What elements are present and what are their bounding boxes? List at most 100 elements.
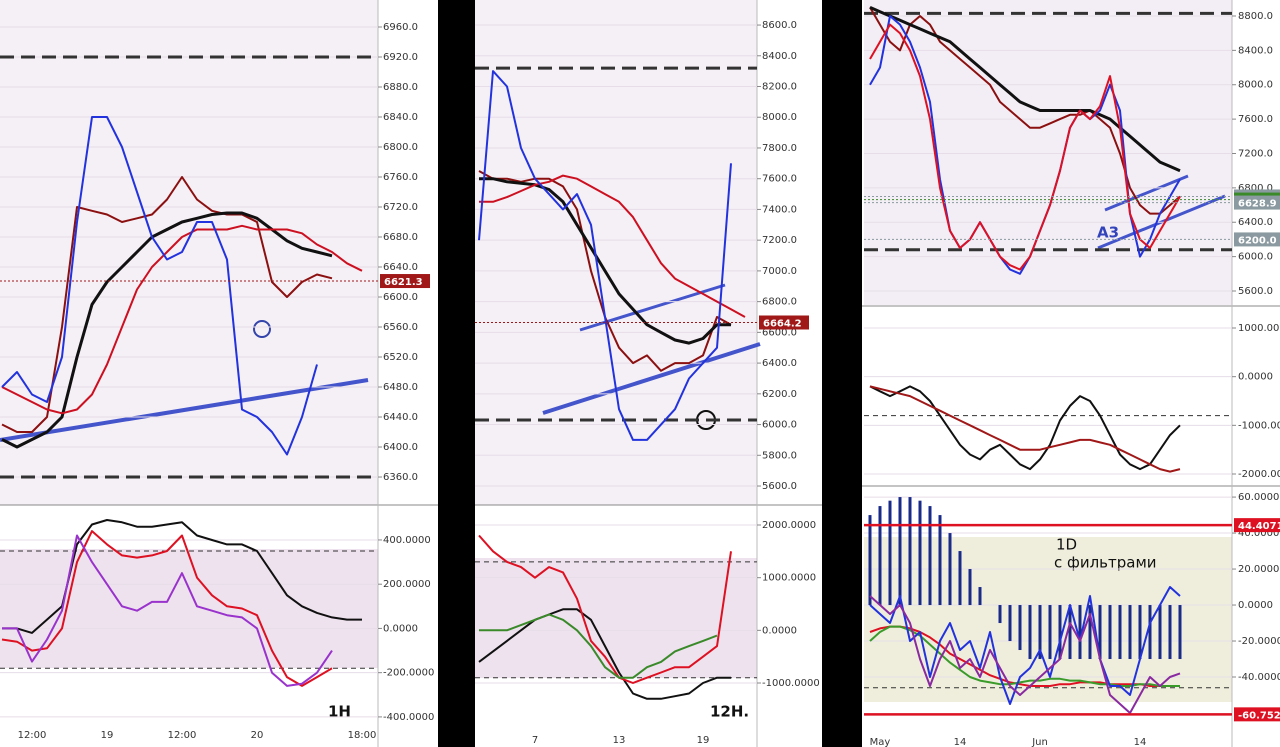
histogram-bar bbox=[1068, 605, 1072, 660]
y-tick-label: 8000.0 bbox=[1238, 80, 1273, 91]
histogram-bar bbox=[968, 569, 972, 606]
series-line bbox=[479, 177, 731, 345]
y-tick-label: 8400.0 bbox=[1238, 45, 1273, 56]
x-tick-label: 7 bbox=[532, 735, 538, 746]
histogram-bar bbox=[878, 506, 882, 606]
y-tick-label: 7200.0 bbox=[762, 235, 797, 246]
y-tick-label: 0.0000 bbox=[383, 623, 418, 634]
trend-line bbox=[1104, 174, 1189, 212]
panel-label: 12H. bbox=[710, 703, 749, 721]
x-tick-label: 18:00 bbox=[348, 730, 377, 741]
price-tag-label: 6200.0 bbox=[1238, 235, 1277, 246]
histogram-bar bbox=[1028, 605, 1032, 660]
y-tick-label: 2000.0000 bbox=[762, 520, 816, 531]
y-tick-label: 7200.0 bbox=[1238, 148, 1273, 159]
histogram-bar bbox=[948, 533, 952, 606]
plot-bg bbox=[475, 0, 757, 505]
histogram-bar bbox=[898, 497, 902, 606]
panel-label: 1H bbox=[328, 703, 351, 721]
y-tick-label: 7600.0 bbox=[762, 174, 797, 185]
y-tick-label: 6440.0 bbox=[383, 412, 418, 423]
y-tick-label: 6000.0 bbox=[762, 420, 797, 431]
histogram-bar bbox=[1108, 605, 1112, 660]
x-tick-label: 19 bbox=[101, 730, 114, 741]
y-tick-label: 7600.0 bbox=[1238, 114, 1273, 125]
y-tick-label: 0.0000 bbox=[1238, 600, 1273, 611]
histogram-bar bbox=[1088, 605, 1092, 660]
histogram-bar bbox=[868, 515, 872, 606]
y-tick-label: 7000.0 bbox=[762, 266, 797, 277]
y-tick-label: 200.0000 bbox=[383, 579, 431, 590]
series-line bbox=[869, 6, 1181, 173]
series-line bbox=[869, 595, 1181, 714]
histogram-bar bbox=[1168, 605, 1172, 660]
y-tick-label: 6400.0 bbox=[762, 358, 797, 369]
y-tick-label: 6920.0 bbox=[383, 52, 418, 63]
histogram-bar bbox=[1038, 605, 1042, 660]
x-tick-label: May bbox=[870, 737, 891, 747]
histogram-bar bbox=[1158, 605, 1162, 660]
y-tick-label: 6400.0 bbox=[1238, 217, 1273, 228]
x-tick-label: 14 bbox=[954, 737, 967, 747]
x-tick-label: 13 bbox=[613, 735, 626, 746]
series-line bbox=[479, 174, 746, 318]
y-tick-label: 8800.0 bbox=[1238, 11, 1273, 22]
price-tag-label: 6664.2 bbox=[763, 318, 802, 329]
histogram-bar bbox=[1178, 605, 1182, 660]
series-line bbox=[869, 385, 1181, 473]
annotation: с фильтрами bbox=[1054, 554, 1157, 572]
y-tick-label: 40.0000 bbox=[1238, 528, 1279, 539]
y-tick-label: -200.0000 bbox=[383, 668, 434, 679]
price-tag-label: 44.4071 bbox=[1238, 521, 1280, 532]
y-tick-label: 7800.0 bbox=[762, 143, 797, 154]
y-tick-label: 1000.0000 bbox=[1238, 323, 1280, 334]
series-line bbox=[478, 608, 731, 700]
x-tick-label: 19 bbox=[697, 735, 710, 746]
annotation: 1D bbox=[1056, 536, 1077, 554]
price-tag bbox=[380, 274, 430, 289]
y-tick-label: 5600.0 bbox=[762, 481, 797, 492]
annotation: A3 bbox=[1097, 224, 1119, 242]
histogram-bar bbox=[958, 551, 962, 606]
x-tick-label: 12:00 bbox=[168, 730, 197, 741]
x-tick-label: 20 bbox=[251, 730, 264, 741]
marker-circle bbox=[253, 320, 271, 338]
series-line bbox=[478, 534, 732, 684]
histogram-bar bbox=[1018, 605, 1022, 651]
y-tick-label: 6480.0 bbox=[383, 382, 418, 393]
price-tag bbox=[1234, 232, 1280, 247]
y-tick-label: 6640.0 bbox=[383, 262, 418, 273]
y-tick-label: 6800.0 bbox=[383, 142, 418, 153]
y-tick-label: 6880.0 bbox=[383, 82, 418, 93]
separator bbox=[822, 0, 862, 747]
price-tag-label: 6621.3 bbox=[384, 277, 423, 288]
y-tick-label: 6680.0 bbox=[383, 232, 418, 243]
trend-line bbox=[542, 342, 761, 415]
histogram-bar bbox=[938, 515, 942, 606]
y-tick-label: 5600.0 bbox=[1238, 286, 1273, 297]
series-line bbox=[1, 530, 333, 687]
series-line bbox=[1, 116, 318, 456]
histogram-bar bbox=[1128, 605, 1132, 660]
y-tick-label: 20.0000 bbox=[1238, 564, 1279, 575]
y-tick-label: 6800.0 bbox=[762, 297, 797, 308]
y-tick-label: 6560.0 bbox=[383, 322, 418, 333]
price-tag bbox=[1234, 518, 1280, 533]
series-line bbox=[1, 176, 333, 433]
histogram-bar bbox=[888, 500, 892, 606]
histogram-bar bbox=[998, 605, 1002, 624]
y-tick-label: 0.0000 bbox=[1238, 372, 1273, 383]
y-tick-label: 60.0000 bbox=[1238, 492, 1279, 503]
series-line bbox=[869, 6, 1181, 215]
y-tick-label: 5800.0 bbox=[762, 450, 797, 461]
y-tick-label: 8200.0 bbox=[762, 82, 797, 93]
price-tag-label: -60.7527 bbox=[1238, 710, 1280, 721]
x-tick-label: Jun bbox=[1031, 737, 1048, 747]
separator bbox=[438, 0, 475, 747]
series-line bbox=[1, 224, 363, 415]
series-line bbox=[478, 70, 732, 441]
histogram-bar bbox=[928, 506, 932, 606]
histogram-bar bbox=[1148, 605, 1152, 660]
x-tick-label: 12:00 bbox=[18, 730, 47, 741]
